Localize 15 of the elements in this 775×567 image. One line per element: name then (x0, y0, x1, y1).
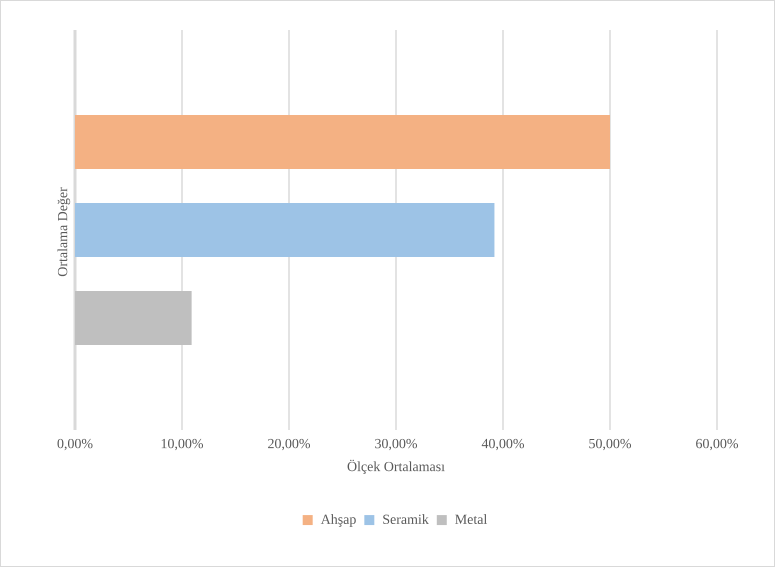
x-tick-label: 30,00% (375, 438, 418, 450)
bar (75, 114, 610, 169)
x-tick-label: 0,00% (58, 438, 93, 450)
legend-label: Seramik (383, 514, 429, 524)
x-tick-label: 50,00% (589, 438, 632, 450)
bar (75, 202, 494, 257)
legend-label: Metal (455, 514, 488, 524)
x-tick-label: 20,00% (268, 438, 310, 450)
x-tick-label: 60,00% (696, 438, 738, 450)
x-tick-label: 10,00% (162, 438, 204, 450)
x-tick-label: 40,00% (482, 438, 524, 450)
x-axis-title: Ölçek Ortalaması (348, 460, 445, 474)
bar (75, 290, 192, 345)
y-tick-label: Ortalama Değer (57, 187, 70, 276)
legend-label: Ahşap (320, 514, 356, 527)
